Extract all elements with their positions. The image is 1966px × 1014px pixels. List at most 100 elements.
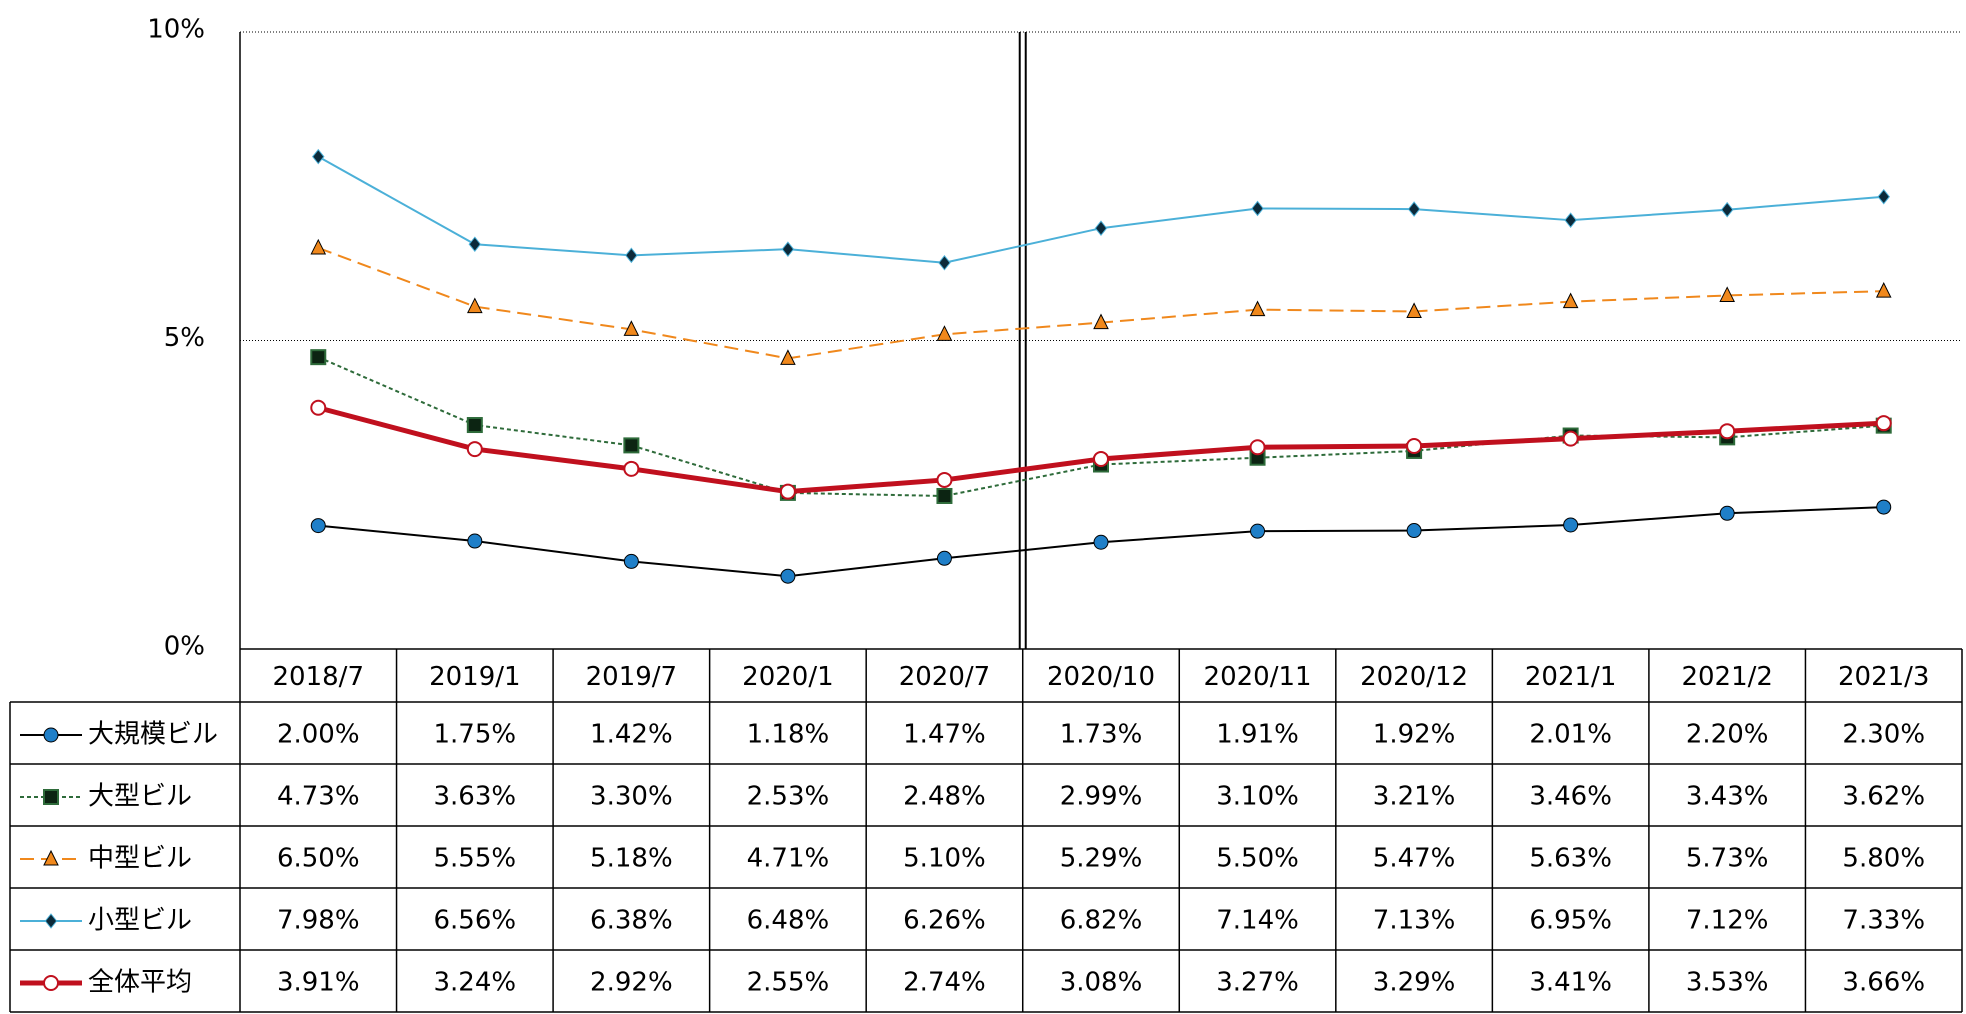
table-value: 3.43% [1686, 782, 1769, 812]
marker [1251, 200, 1264, 217]
marker [1875, 282, 1892, 298]
table-value: 6.38% [590, 906, 673, 936]
table-value: 3.30% [590, 782, 673, 812]
marker [1719, 286, 1735, 302]
marker [936, 325, 953, 341]
marker [466, 417, 483, 434]
table-value: 3.29% [1373, 968, 1456, 998]
table-value: 6.95% [1529, 906, 1612, 936]
table-value: 6.82% [1060, 906, 1143, 936]
marker [312, 148, 325, 165]
table-value: 3.21% [1373, 782, 1456, 812]
marker [623, 553, 639, 569]
table-value: 2.99% [1060, 782, 1143, 812]
marker [1875, 415, 1892, 432]
x-tick-label: 2021/3 [1838, 662, 1929, 692]
table-value: 1.42% [590, 720, 673, 750]
table-value: 5.80% [1842, 844, 1925, 874]
table-value: 7.12% [1686, 906, 1769, 936]
table-value: 7.33% [1842, 906, 1925, 936]
marker [1093, 534, 1109, 550]
table-value: 5.29% [1060, 844, 1143, 874]
marker [1406, 302, 1422, 319]
marker [1406, 438, 1423, 455]
table-value: 3.62% [1842, 782, 1925, 812]
table-value: 3.41% [1529, 968, 1612, 998]
table-value: 5.50% [1216, 844, 1299, 874]
table-value: 4.71% [747, 844, 830, 874]
marker [467, 297, 483, 314]
series-line [317, 405, 1884, 495]
table-value: 5.10% [903, 844, 986, 874]
table-value: 6.26% [903, 906, 986, 936]
marker [780, 349, 796, 365]
table-value: 1.75% [434, 720, 517, 750]
marker [1093, 313, 1109, 330]
x-tick-label: 2018/7 [273, 662, 364, 692]
series-line [317, 356, 1884, 497]
marker [1406, 523, 1422, 539]
table-value: 7.98% [277, 906, 360, 936]
marker [467, 533, 483, 549]
table-value: 6.56% [434, 906, 517, 936]
legend-label: 大型ビル [88, 782, 192, 812]
marker [43, 849, 59, 866]
table-value: 2.92% [590, 968, 673, 998]
marker [310, 399, 327, 416]
table-value: 2.48% [903, 782, 986, 812]
marker [936, 487, 953, 504]
x-tick-label: 2020/11 [1204, 662, 1312, 692]
table-value: 3.10% [1216, 782, 1299, 812]
marker [938, 254, 951, 271]
x-tick-label: 2019/7 [586, 662, 677, 692]
marker [936, 471, 953, 488]
table-value: 1.92% [1373, 720, 1456, 750]
marker [1249, 439, 1266, 456]
table-value: 3.46% [1529, 782, 1612, 812]
marker [43, 727, 59, 743]
table-value: 1.91% [1216, 720, 1299, 750]
y-tick-label: 0% [164, 632, 205, 662]
table-value: 2.20% [1686, 720, 1769, 750]
table-value: 3.24% [434, 968, 517, 998]
x-tick-label: 2021/2 [1681, 662, 1772, 692]
table-value: 1.18% [747, 720, 830, 750]
marker [44, 913, 58, 929]
table-value: 3.53% [1686, 968, 1769, 998]
marker [468, 236, 482, 253]
x-tick-label: 2020/1 [742, 662, 833, 692]
marker [1877, 188, 1890, 205]
marker [466, 441, 483, 458]
marker [781, 241, 795, 257]
table-value: 3.66% [1842, 968, 1925, 998]
table-value: 5.63% [1529, 844, 1612, 874]
legend-label: 中型ビル [88, 844, 192, 874]
marker [1876, 499, 1892, 515]
marker [780, 568, 796, 584]
marker [1407, 201, 1421, 217]
table-value: 3.08% [1060, 968, 1143, 998]
table-value: 4.73% [277, 782, 360, 812]
marker [625, 247, 638, 264]
table-value: 3.27% [1216, 968, 1299, 998]
table-value: 1.73% [1060, 720, 1143, 750]
x-tick-label: 2019/1 [429, 662, 520, 692]
table-value: 2.01% [1529, 720, 1612, 750]
marker [310, 238, 327, 255]
table-value: 7.14% [1216, 906, 1299, 936]
legend-label: 小型ビル [88, 906, 192, 936]
y-tick-label: 5% [164, 323, 205, 353]
marker [1250, 523, 1266, 539]
table-value: 5.18% [590, 844, 673, 874]
marker [310, 518, 326, 534]
x-tick-label: 2020/12 [1360, 662, 1468, 692]
marker [1562, 292, 1579, 309]
table-value: 1.47% [903, 720, 986, 750]
x-tick-label: 2021/1 [1525, 662, 1616, 692]
table-value: 3.91% [277, 968, 360, 998]
table-value: 7.13% [1373, 906, 1456, 936]
marker [623, 320, 640, 336]
table-value: 5.47% [1373, 844, 1456, 874]
table-value: 2.53% [747, 782, 830, 812]
